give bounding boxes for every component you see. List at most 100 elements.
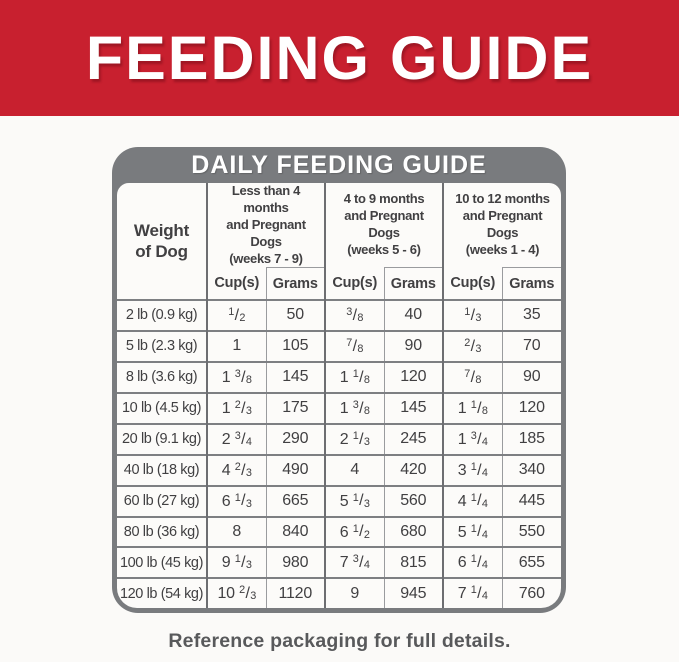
grams-cell: 175	[265, 391, 325, 424]
cups-cell: 1 3/8	[324, 391, 384, 424]
card-header: DAILY FEEDING GUIDE	[112, 147, 566, 183]
weight-cell: 80 lb (36 kg)	[117, 515, 207, 548]
cups-cell: 4 2/3	[206, 453, 266, 486]
cups-cell: 7/8	[442, 360, 503, 393]
grams-cell: 90	[383, 329, 444, 362]
cups-cell: 3 1/4	[442, 453, 503, 486]
daily-feeding-guide-card: DAILY FEEDING GUIDE Weight of Dog Less tha…	[112, 147, 566, 613]
grams-cell: 35	[501, 298, 561, 331]
cups-cell: 7 1/4	[442, 577, 503, 608]
grams-cell: 90	[501, 360, 561, 393]
weight-cell: 8 lb (3.6 kg)	[117, 360, 207, 393]
age-group-header-1: Less than 4 months and Pregnant Dogs (week…	[206, 183, 325, 268]
grams-cell: 1120	[265, 577, 325, 608]
grams-cell: 840	[265, 515, 325, 548]
table-row: 5 lb (2.3 kg) 1 105 7/8 90 2/3 70	[117, 329, 561, 362]
cups-cell: 5 1/3	[324, 484, 384, 517]
grams-cell: 760	[501, 577, 561, 608]
cups-cell: 3/8	[324, 298, 384, 331]
weight-cell: 5 lb (2.3 kg)	[117, 329, 207, 362]
cups-cell: 2/3	[442, 329, 503, 362]
grams-cell: 815	[383, 546, 444, 579]
weight-cell: 60 lb (27 kg)	[117, 484, 207, 517]
grams-cell: 120	[383, 360, 444, 393]
cups-cell: 1 1/8	[442, 391, 503, 424]
grams-cell: 980	[265, 546, 325, 579]
subheader-row: Cup(s) Grams Cup(s) Grams Cup(s) Grams	[117, 267, 561, 300]
grams-cell: 40	[383, 298, 444, 331]
footer-note: Reference packaging for full details.	[168, 630, 511, 652]
cups-cell: 6 1/4	[442, 546, 503, 579]
grams-header-2: Grams	[383, 267, 444, 300]
cups-cell: 6 1/2	[324, 515, 384, 548]
weight-cell: 10 lb (4.5 kg)	[117, 391, 207, 424]
grams-cell: 665	[265, 484, 325, 517]
table-row: 80 lb (36 kg) 8 840 6 1/2 680 5 1/4 550	[117, 515, 561, 548]
cups-header-1: Cup(s)	[206, 267, 266, 300]
age-group-header-2: 4 to 9 months and Pregnant Dogs (weeks 5 -…	[323, 183, 444, 268]
card-body: Weight of Dog Less than 4 months and Pregna…	[117, 183, 561, 608]
grams-cell: 105	[265, 329, 325, 362]
feeding-guide-banner: FEEDING GUIDE	[0, 0, 679, 116]
grams-cell: 560	[383, 484, 444, 517]
cups-cell: 6 1/3	[206, 484, 266, 517]
footer: Reference packaging for full details.	[0, 630, 679, 653]
grams-cell: 120	[501, 391, 561, 424]
table-row: 100 lb (45 kg) 9 1/3 980 7 3/4 815 6 1/4 655	[117, 546, 561, 579]
table-row: 40 lb (18 kg) 4 2/3 490 4 420 3 1/4 340	[117, 453, 561, 486]
cups-cell: 7 3/4	[324, 546, 384, 579]
cups-cell: 2 3/4	[206, 422, 266, 455]
grams-cell: 290	[265, 422, 325, 455]
banner-title: FEEDING GUIDE	[85, 24, 594, 92]
cups-cell: 4	[324, 453, 384, 486]
grams-cell: 655	[501, 546, 561, 579]
cups-cell: 9	[324, 577, 384, 608]
weight-cell: 20 lb (9.1 kg)	[117, 422, 207, 455]
grams-cell: 445	[501, 484, 561, 517]
table-body: 2 lb (0.9 kg) 1/2 50 3/8 40 1/3 35 5 lb (2.3 kg…	[117, 298, 561, 608]
weight-cell: 40 lb (18 kg)	[117, 453, 207, 486]
table-row: 20 lb (9.1 kg) 2 3/4 290 2 1/3 245 1 3/4 185	[117, 422, 561, 455]
grams-cell: 340	[501, 453, 561, 486]
grams-cell: 680	[383, 515, 444, 548]
card-title: DAILY FEEDING GUIDE	[191, 150, 487, 179]
cups-cell: 4 1/4	[442, 484, 503, 517]
cups-cell: 1 1/8	[324, 360, 384, 393]
grams-cell: 145	[383, 391, 444, 424]
table-head: Weight of Dog Less than 4 months and Pregna…	[117, 183, 561, 300]
feeding-table: Weight of Dog Less than 4 months and Pregna…	[117, 183, 561, 608]
cups-cell: 1 3/4	[442, 422, 503, 455]
cups-header-3: Cup(s)	[442, 267, 503, 300]
grams-cell: 50	[265, 298, 325, 331]
grams-header-1: Grams	[265, 267, 325, 300]
table-row: 2 lb (0.9 kg) 1/2 50 3/8 40 1/3 35	[117, 298, 561, 331]
grams-cell: 185	[501, 422, 561, 455]
grams-header-3: Grams	[501, 267, 561, 300]
cups-cell: 1 3/8	[206, 360, 266, 393]
cups-cell: 9 1/3	[206, 546, 266, 579]
weight-of-dog-header: Weight of Dog	[133, 220, 190, 261]
table-row: 60 lb (27 kg) 6 1/3 665 5 1/3 560 4 1/4 445	[117, 484, 561, 517]
cups-cell: 10 2/3	[206, 577, 266, 608]
weight-cell: 2 lb (0.9 kg)	[117, 298, 207, 331]
cups-cell: 1 2/3	[206, 391, 266, 424]
cups-cell: 1/3	[442, 298, 503, 331]
grams-cell: 945	[383, 577, 444, 608]
cups-cell: 1/2	[206, 298, 266, 331]
group-header-row: Weight of Dog Less than 4 months and Pregna…	[117, 183, 561, 268]
weight-cell: 100 lb (45 kg)	[117, 546, 207, 579]
grams-cell: 490	[265, 453, 325, 486]
grams-cell: 245	[383, 422, 444, 455]
age-group-header-3: 10 to 12 months and Pregnant Dogs (weeks 1…	[442, 183, 561, 268]
cups-header-2: Cup(s)	[324, 267, 384, 300]
grams-cell: 145	[265, 360, 325, 393]
table-row: 10 lb (4.5 kg) 1 2/3 175 1 3/8 145 1 1/8 120	[117, 391, 561, 424]
grams-cell: 550	[501, 515, 561, 548]
cups-cell: 2 1/3	[324, 422, 384, 455]
cups-cell: 7/8	[324, 329, 384, 362]
grams-cell: 420	[383, 453, 444, 486]
cups-cell: 8	[206, 515, 266, 548]
table-row: 8 lb (3.6 kg) 1 3/8 145 1 1/8 120 7/8 90	[117, 360, 561, 393]
grams-cell: 70	[501, 329, 561, 362]
